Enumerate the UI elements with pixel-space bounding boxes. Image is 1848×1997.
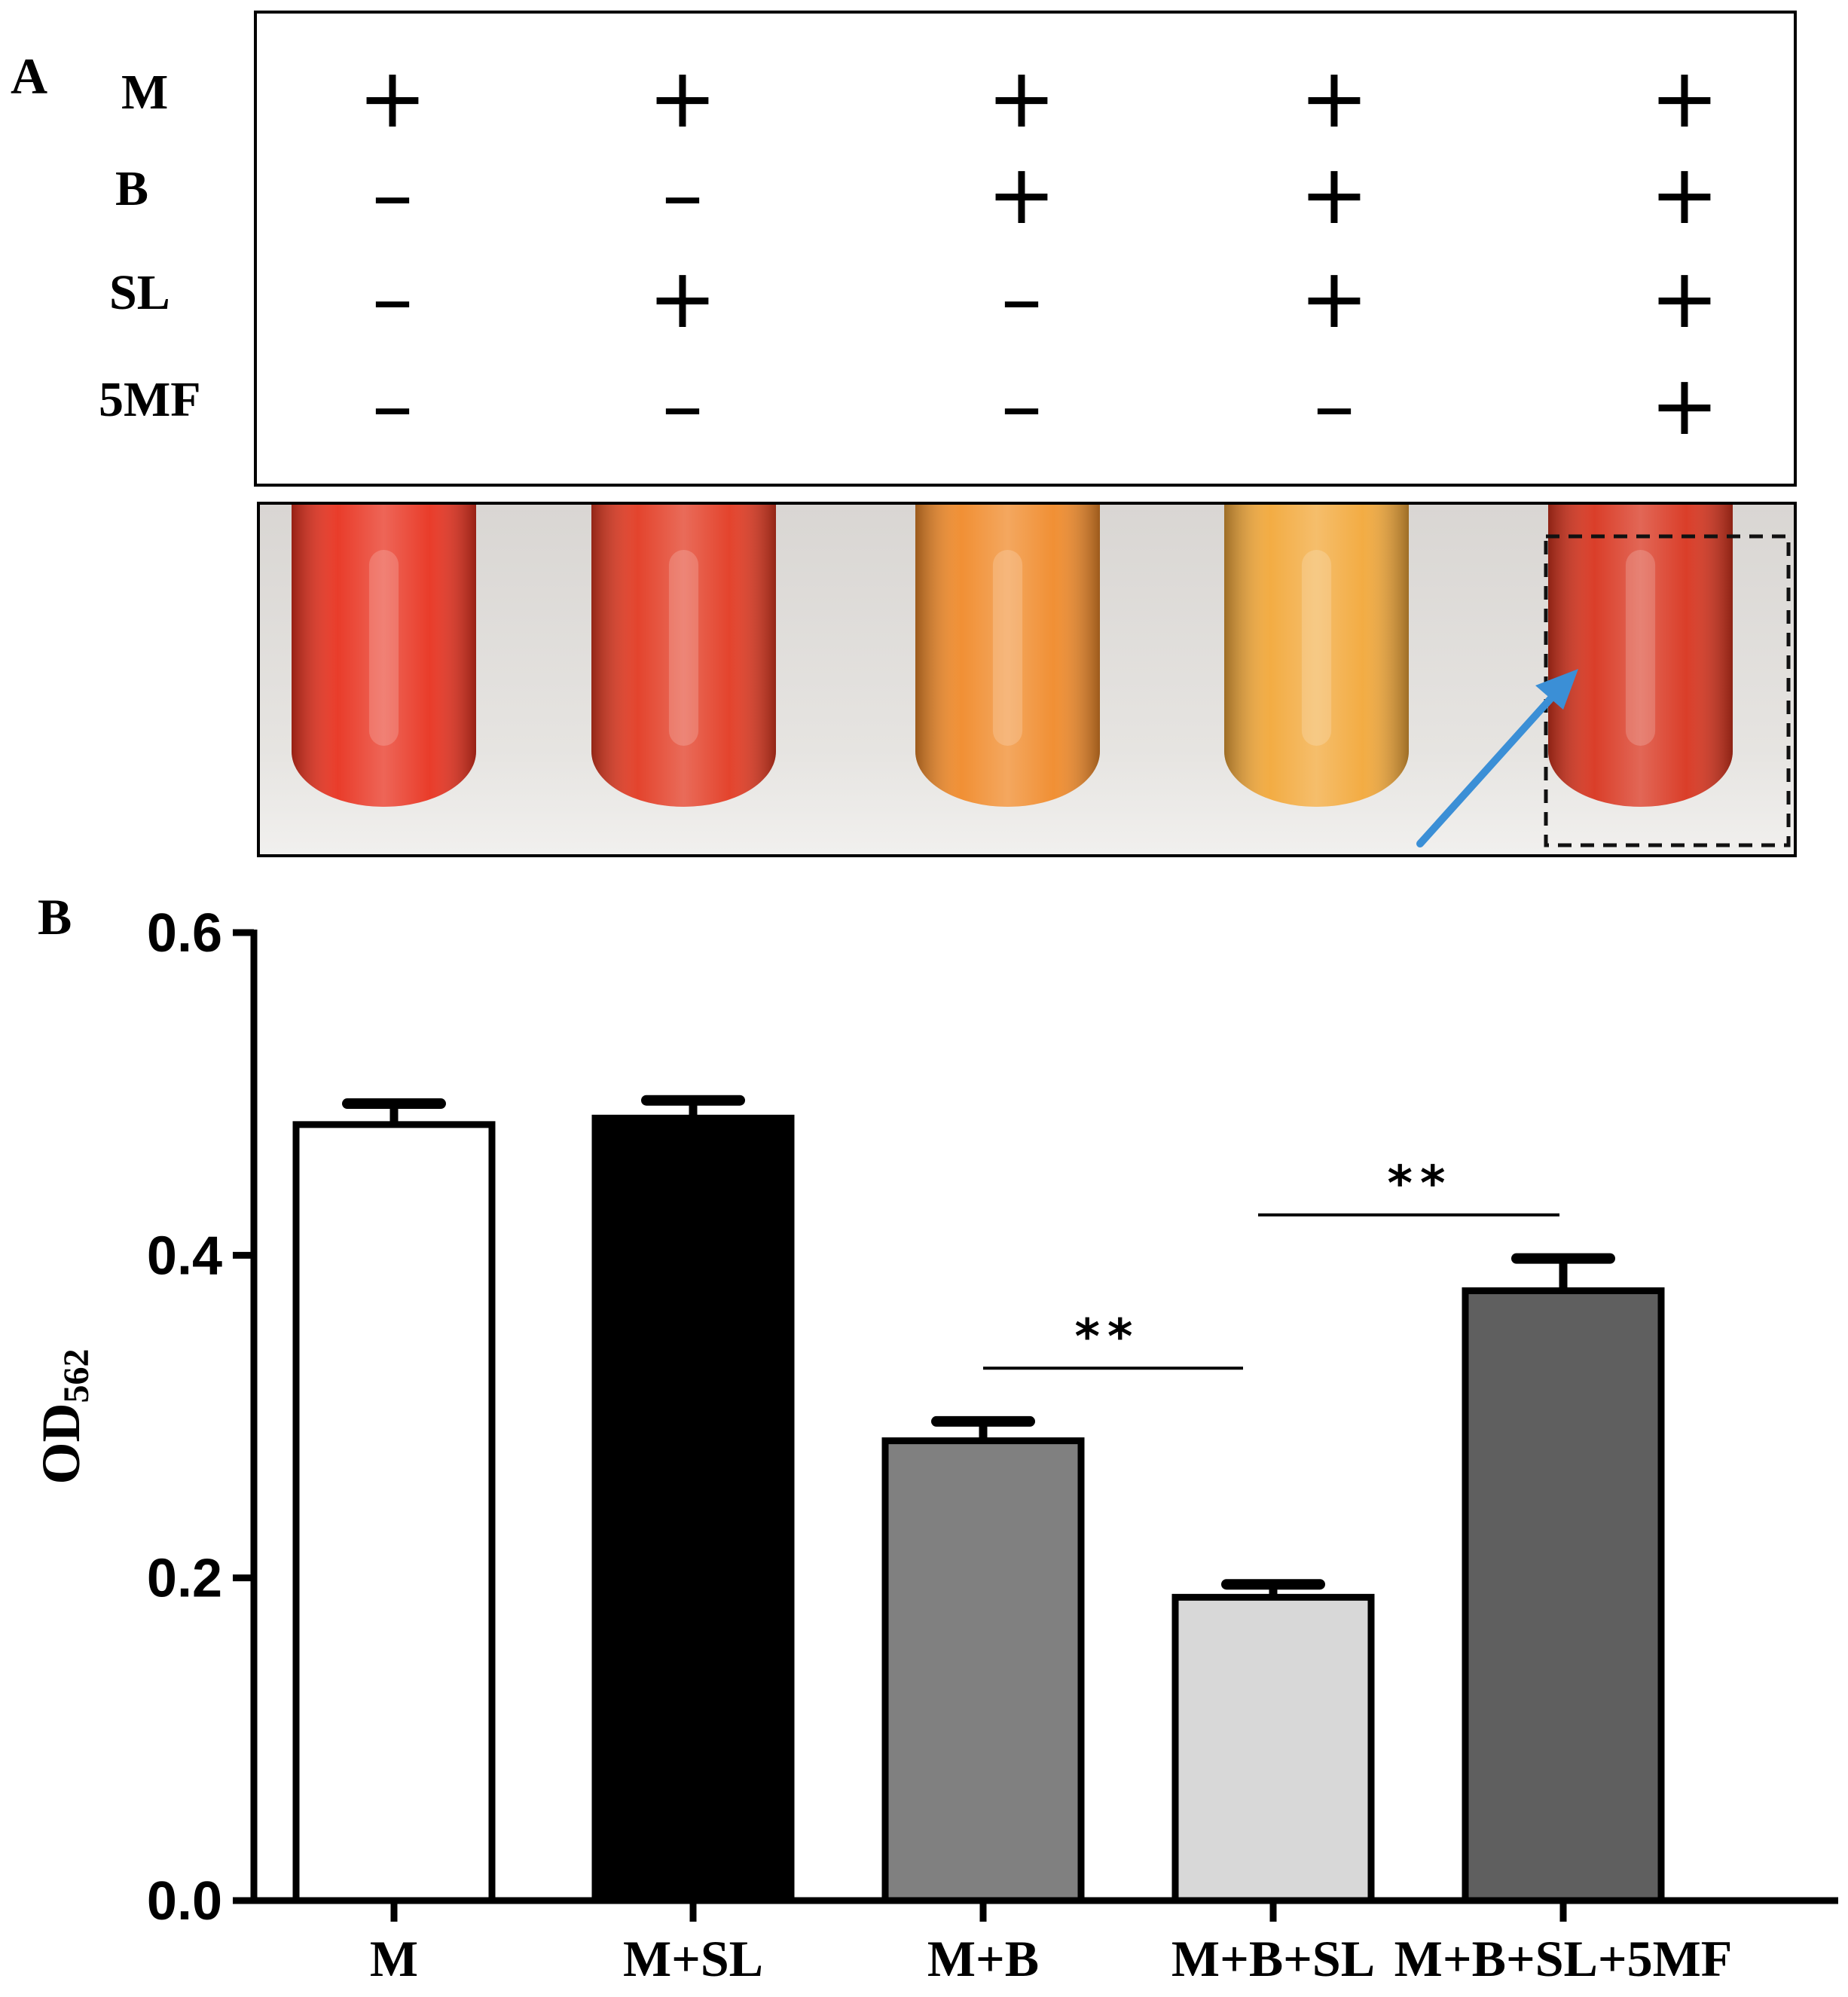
y-axis-label: OD562 <box>31 1349 96 1485</box>
sign-col1-m: + <box>357 50 428 146</box>
sign-col4-sl: + <box>1299 250 1370 347</box>
sign-col4-m: + <box>1299 50 1370 146</box>
tube-photo <box>257 502 1797 857</box>
significance-label: ** <box>1388 1156 1453 1212</box>
y-tick-label: 0.2 <box>147 1549 222 1609</box>
sign-col5-5mf: + <box>1649 357 1720 453</box>
x-tick-label: M+B+SL <box>1171 1930 1375 1987</box>
bar-m-sl <box>591 1114 795 1904</box>
significance-label: ** <box>1075 1309 1141 1365</box>
bar-chart: 0.0 0.2 0.4 0.6 OD562 M M+SL M+B M+B+SL M+B+SL+5M… <box>31 903 1838 1987</box>
sign-col1-5mf: – <box>371 357 414 453</box>
row-label-5mf: 5MF <box>99 372 201 427</box>
highlight-box <box>1544 534 1791 847</box>
y-axis-label-main: OD <box>31 1403 91 1485</box>
sign-col3-sl: – <box>1000 250 1043 347</box>
sign-col4-b: + <box>1299 146 1370 243</box>
x-tick-label: M+B <box>927 1930 1039 1987</box>
sign-col4-5mf: – <box>1313 357 1355 453</box>
tube-1 <box>292 505 476 807</box>
tube-5 <box>1548 505 1733 807</box>
panel-a-label: A <box>11 47 48 105</box>
condition-table: M B SL 5MF + – – – + – + – + + – – + + + – + + + + <box>99 11 1797 487</box>
sign-col5-m: + <box>1649 50 1720 146</box>
sign-col1-sl: – <box>371 250 414 347</box>
row-label-sl: SL <box>109 265 170 320</box>
y-axis-label-sub: 562 <box>57 1349 96 1403</box>
bar-m-b <box>881 1437 1085 1904</box>
tube-3 <box>915 505 1100 807</box>
row-label-b: B <box>115 161 149 216</box>
sign-col2-5mf: – <box>661 357 704 453</box>
sign-col1-b: – <box>371 146 414 243</box>
sign-col5-sl: + <box>1649 250 1720 347</box>
row-label-m: M <box>121 65 169 120</box>
tube-photo-svg <box>260 505 1794 854</box>
sign-col2-sl: + <box>647 250 718 347</box>
tube-2 <box>591 505 776 807</box>
sign-col3-m: + <box>986 50 1057 146</box>
y-tick-label: 0.0 <box>147 1871 222 1931</box>
bar-m <box>292 1121 496 1904</box>
panel-b-label: B <box>38 888 72 945</box>
arrow <box>1416 669 1578 847</box>
sign-col3-5mf: – <box>1000 357 1043 453</box>
y-tick-label: 0.6 <box>147 903 222 963</box>
x-tick-label: M+B+SL+5MF <box>1394 1930 1733 1987</box>
tube-4 <box>1224 505 1409 807</box>
sign-col3-b: + <box>986 146 1057 243</box>
bar-m-b-sl <box>1171 1593 1375 1904</box>
x-tick-label: M <box>370 1930 418 1987</box>
x-tick-label: M+SL <box>623 1930 763 1987</box>
y-tick-label: 0.4 <box>147 1226 222 1286</box>
bar-m-b-sl-5mf <box>1462 1287 1665 1904</box>
sign-col2-b: – <box>661 146 704 243</box>
sign-col2-m: + <box>647 50 718 146</box>
sign-col5-b: + <box>1649 146 1720 243</box>
